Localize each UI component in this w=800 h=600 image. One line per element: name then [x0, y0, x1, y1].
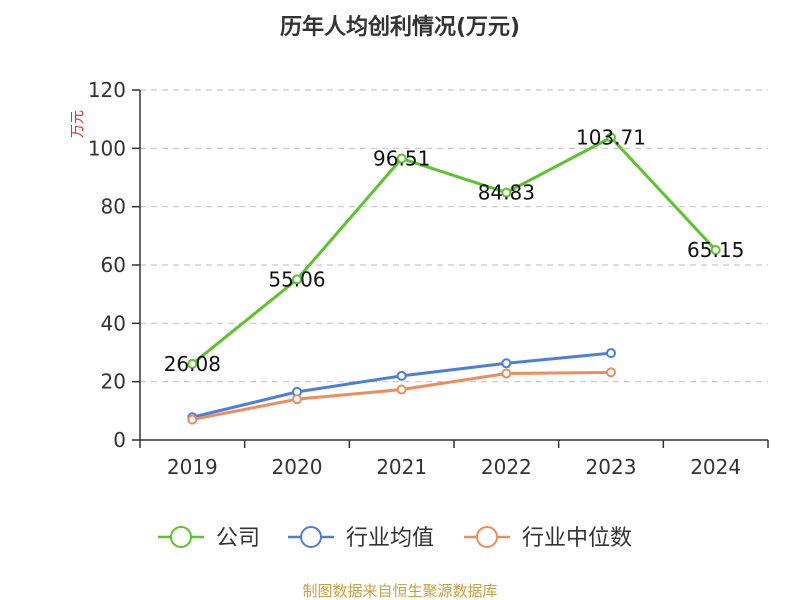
y-tick-labels: 0 20 40 60 80 100 120 — [88, 78, 126, 452]
data-label: 65.15 — [687, 238, 744, 262]
data-label: 103.71 — [576, 126, 646, 150]
y-tick-label: 80 — [101, 195, 126, 219]
data-point — [396, 370, 407, 381]
series-0 — [187, 132, 721, 369]
x-tick-labels: 2019 2020 2021 2022 2023 2024 — [167, 455, 741, 479]
data-point — [501, 358, 512, 369]
series-layer: 26.08 55.06 96.51 84.83 103.71 65.15 — [164, 126, 744, 425]
y-tick-label: 100 — [88, 136, 126, 160]
data-point — [606, 367, 616, 378]
legend-swatch-marker — [476, 526, 498, 548]
data-point — [606, 348, 616, 359]
legend-item[interactable]: 行业均值 — [288, 526, 434, 551]
legend-label: 公司 — [216, 526, 260, 551]
x-tick-label: 2020 — [272, 455, 323, 479]
data-point — [292, 394, 302, 405]
series-line — [191, 136, 717, 366]
x-tick-label: 2023 — [586, 455, 637, 479]
y-tick-label: 60 — [101, 253, 126, 277]
chart-title: 历年人均创利情况(万元) — [280, 14, 520, 40]
y-tick-label: 0 — [113, 428, 126, 452]
series-2 — [187, 367, 616, 425]
data-point — [396, 384, 407, 395]
y-tick-label: 40 — [101, 311, 126, 335]
x-tick-label: 2019 — [167, 455, 218, 479]
axes — [132, 89, 769, 448]
y-tick-label: 120 — [88, 78, 126, 102]
x-tick-label: 2024 — [690, 455, 741, 479]
legend-label: 行业均值 — [346, 526, 434, 551]
legend: 公司 行业均值 行业中位数 — [158, 526, 632, 551]
data-label: 55.06 — [268, 267, 325, 291]
data-point — [292, 274, 302, 285]
data-label: 96.51 — [373, 147, 430, 171]
data-point — [187, 414, 198, 425]
legend-label: 行业中位数 — [522, 526, 632, 551]
legend-item[interactable]: 公司 — [158, 526, 260, 551]
data-point — [710, 244, 721, 255]
data-point — [501, 187, 512, 198]
data-point — [187, 358, 198, 369]
legend-item[interactable]: 行业中位数 — [464, 526, 632, 551]
x-tick-label: 2021 — [376, 455, 427, 479]
data-point — [606, 132, 616, 143]
source-note: 制图数据来自恒生聚源数据库 — [302, 582, 497, 600]
data-point — [501, 368, 512, 379]
y-tick-label: 20 — [101, 370, 126, 394]
data-label: 84.83 — [478, 181, 535, 205]
data-label: 26.08 — [164, 352, 221, 376]
data-point — [396, 153, 407, 164]
gridlines — [140, 89, 768, 383]
y-axis-unit-label: 万元 — [70, 110, 86, 138]
legend-swatch-marker — [300, 526, 322, 548]
legend-swatch-marker — [170, 526, 192, 548]
x-tick-label: 2022 — [481, 455, 532, 479]
